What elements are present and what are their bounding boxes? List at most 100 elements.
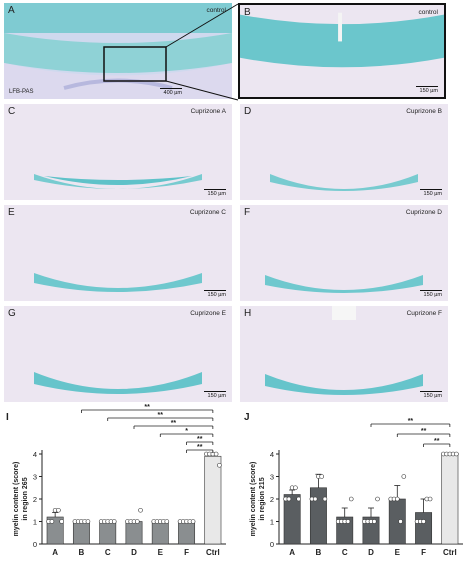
stain-label: LFB-PAS [9,89,34,95]
x-tick-label: F [184,548,189,557]
panel-a: A control LFB-PAS 400 µm [4,3,232,99]
data-point [296,496,301,502]
panel-c-scalebar: 150 µm [204,188,226,197]
significance-label: ** [144,404,150,411]
data-point [217,462,222,468]
panel-f-title: Cuprizone D [405,209,442,216]
y-tick-label: 3 [33,473,37,482]
panel-d: D Cuprizone B 150 µm [240,104,448,200]
panel-c-scale-text: 150 µm [207,191,226,197]
significance-label: ** [434,438,440,445]
bar [204,455,222,545]
significance-label: ** [197,444,203,451]
y-tick-label: 4 [270,450,274,459]
data-point [348,496,354,502]
panel-b-micrograph [240,5,444,97]
bar [283,494,301,545]
panel-e-label: E [8,207,15,218]
panel-c: C Cuprizone A 150 µm [4,104,232,200]
data-point [213,451,219,457]
scalebar-line [420,188,442,190]
data-point [371,519,377,524]
data-point [293,485,298,491]
y-tick-label: 4 [33,450,37,459]
panel-e: E Cuprizone C 150 µm [4,205,232,301]
bar [125,521,143,545]
x-tick-label: F [421,548,426,557]
data-point [56,507,61,513]
panel-h-scale-text: 150 µm [423,393,442,399]
panel-b-scalebar: 150 µm [416,85,438,94]
bar [309,487,327,545]
scalebar-line [420,390,442,392]
x-tick-label: A [289,548,295,557]
data-point [375,496,380,502]
panel-a-scale-text: 400 µm [163,90,182,96]
panel-e-scalebar: 150 µm [204,289,226,298]
bar [388,498,406,545]
y-tick-label: 3 [270,473,274,482]
panel-h-title: Cuprizone F [406,310,442,317]
data-point [85,519,91,524]
x-tick-label: B [316,548,322,557]
panel-b-title: control [418,9,438,16]
panel-e-scale-text: 150 µm [207,292,226,298]
data-point [134,519,140,524]
panel-g-micrograph [4,306,232,402]
x-tick-label: Ctrl [206,548,220,557]
panel-c-label: C [8,106,16,117]
data-point [398,519,403,524]
x-tick-label: D [368,548,374,557]
y-tick-label: 0 [33,540,37,549]
panel-b-label: B [244,7,251,18]
data-point [190,519,196,524]
panel-d-label: D [244,106,252,117]
significance-label: ** [197,436,203,443]
panel-h-label: H [244,308,252,319]
panel-f-scale-text: 150 µm [423,292,442,298]
bar [72,521,90,545]
data-point [49,519,55,524]
bar [99,521,117,545]
panel-f: F Cuprizone D 150 µm [240,205,448,301]
x-tick-label: A [52,548,58,557]
panel-a-micrograph [4,3,232,99]
panel-f-label: F [244,207,251,218]
scalebar-line [420,289,442,291]
x-tick-label: C [105,548,111,557]
y-axis-label: myelin content (score) in region 215 [250,462,266,537]
panel-h-micrograph [240,306,448,402]
x-tick-label: B [79,548,85,557]
data-point [427,496,433,502]
chart-j: 0 1 2 3 4 myelin content (score) in region 215… [250,418,463,557]
panel-a-label: A [8,5,15,16]
significance-label: ** [158,412,164,419]
significance-label: ** [421,428,427,435]
data-point [312,496,318,502]
scalebar-line [160,87,182,89]
data-point [164,519,170,524]
data-point [286,496,292,502]
chart-i-label: I [6,412,9,423]
y-tick-label: 0 [270,540,274,549]
panel-d-scalebar: 150 µm [420,188,442,197]
significance-label: ** [408,418,414,425]
panel-g-label: G [8,308,16,319]
panel-a-title: control [206,7,226,14]
data-point [322,496,328,502]
panel-g: G Cuprizone E 150 µm [4,306,232,402]
chart-i: 0 1 2 3 4 myelin content (score) in region 265… [13,404,226,557]
data-point [394,496,400,502]
panel-f-scalebar: 150 µm [420,289,442,298]
bar [178,521,196,545]
panel-g-scale-text: 150 µm [207,393,226,399]
panel-e-micrograph [4,205,232,301]
bar [415,512,433,545]
panel-b-scale-text: 150 µm [419,88,438,94]
panel-f-micrograph [240,205,448,301]
panel-b: B control 150 µm [238,3,446,99]
panel-d-micrograph [240,104,448,200]
data-point [111,519,117,524]
bar [151,521,169,545]
x-tick-label: E [395,548,401,557]
